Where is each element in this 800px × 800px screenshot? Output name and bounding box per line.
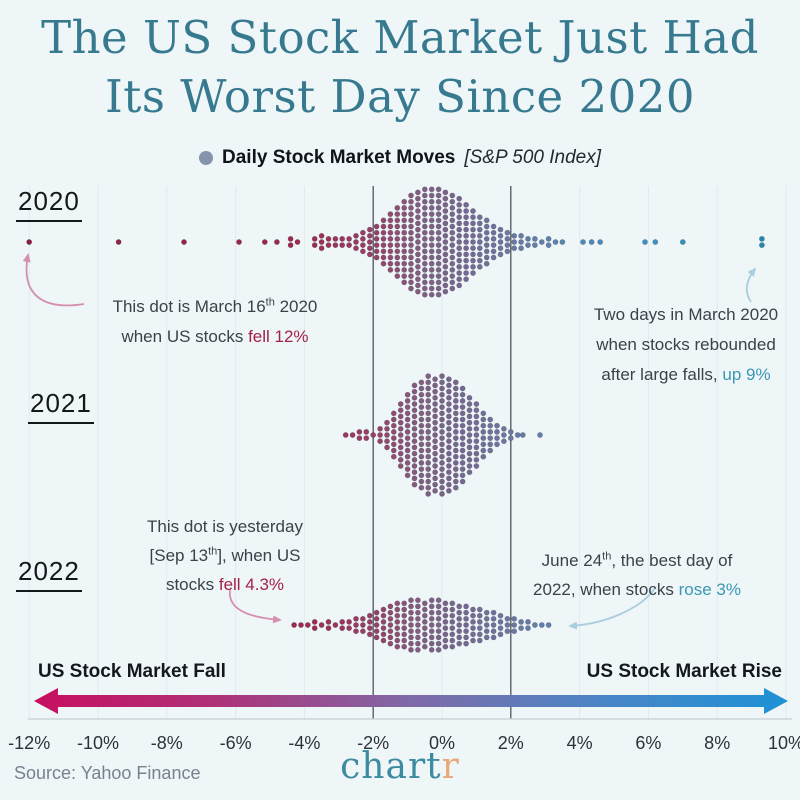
axis-tick: -4% <box>288 733 321 753</box>
legend-dot-icon <box>199 151 213 165</box>
axis-tick-labels: -12% -10% -8% -6% -4% -2% 0% 2% 4% 6% 8% 10% <box>0 733 800 757</box>
axis-tick: -12% <box>8 733 51 753</box>
axis-tick: 8% <box>704 733 731 753</box>
chart-title-line2: Its Worst Day Since 2020 <box>104 70 696 123</box>
annotation-sep13-fall: This dot is yesterday [Sep 13th], when US… <box>147 517 303 594</box>
axis-tick: -2% <box>357 733 390 753</box>
axis-tick: -10% <box>76 733 120 753</box>
axis-tick: -8% <box>150 733 183 753</box>
year-label-2022: 2022 <box>16 556 82 592</box>
axis-tick: 2% <box>497 733 524 753</box>
annotation-march-rebound: Two days in March 2020 when stocks reboun… <box>593 305 779 384</box>
chartr-logo-chart: chart <box>340 746 442 787</box>
annotation-june24-rise: June 24th, the best day of 2022, when sto… <box>533 550 741 599</box>
chart-title: The US Stock Market Just Had Its Worst D… <box>0 8 800 126</box>
axis-tick: -6% <box>219 733 252 753</box>
annotation-march16-fall: This dot is March 16th 2020 when US stock… <box>112 296 318 346</box>
axis-tick: 0% <box>428 733 456 753</box>
chart-title-line1: The US Stock Market Just Had <box>41 11 759 64</box>
legend: Daily Stock Market Moves [S&P 500 Index] <box>0 147 800 169</box>
legend-label: Daily Stock Market Moves <box>222 147 456 168</box>
year-label-2020: 2020 <box>16 186 82 222</box>
chartr-logo: chartr <box>0 746 800 787</box>
fall-direction-label: US Stock Market Fall <box>38 661 226 682</box>
source-credit: Source: Yahoo Finance <box>14 763 201 783</box>
legend-sublabel: [S&P 500 Index] <box>464 147 601 168</box>
year-label-2021: 2021 <box>28 388 94 424</box>
axis-tick: 4% <box>566 733 593 753</box>
axis-tick: 6% <box>635 733 662 753</box>
chartr-logo-r: r <box>441 746 460 787</box>
axis-tick: 10% <box>767 733 800 753</box>
rise-direction-label: US Stock Market Rise <box>586 661 782 682</box>
